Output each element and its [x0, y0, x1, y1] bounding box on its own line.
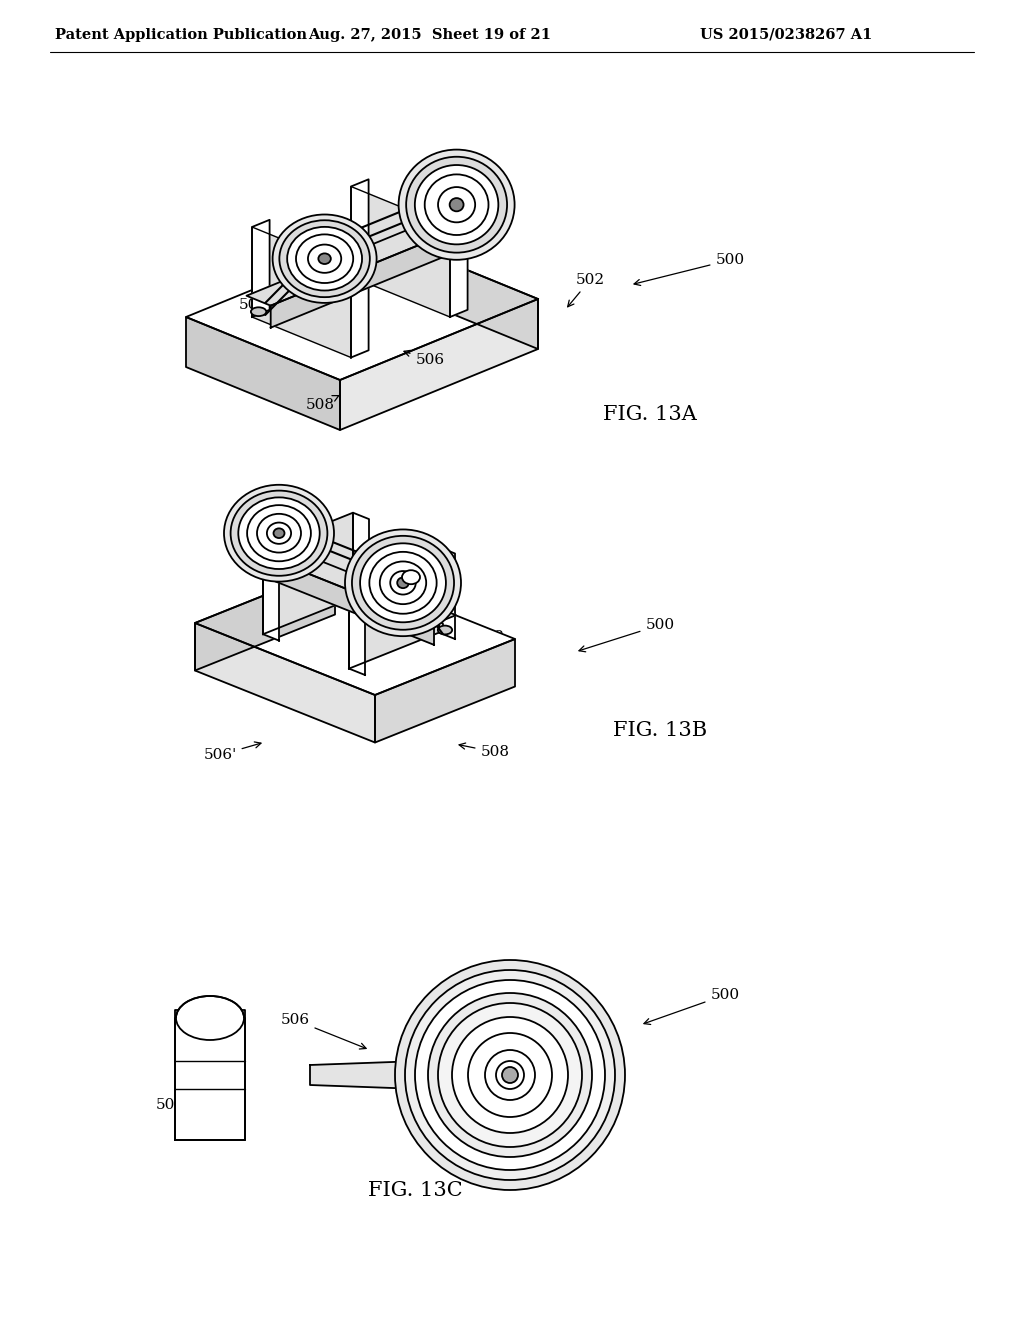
Ellipse shape: [318, 253, 331, 264]
Text: US 2015/0238267 A1: US 2015/0238267 A1: [700, 28, 872, 42]
Polygon shape: [186, 317, 340, 430]
Ellipse shape: [345, 529, 461, 636]
Text: 502: 502: [520, 968, 550, 985]
Ellipse shape: [407, 157, 507, 252]
Text: Patent Application Publication: Patent Application Publication: [55, 28, 307, 42]
Polygon shape: [242, 539, 456, 624]
Circle shape: [502, 1067, 518, 1082]
Text: 506': 506': [204, 742, 261, 762]
Polygon shape: [310, 1061, 420, 1089]
Ellipse shape: [415, 165, 499, 244]
Ellipse shape: [352, 536, 454, 630]
Polygon shape: [340, 300, 538, 430]
Ellipse shape: [280, 220, 370, 297]
Text: FIG. 13C: FIG. 13C: [368, 1180, 462, 1200]
Polygon shape: [195, 568, 335, 671]
Circle shape: [415, 979, 605, 1170]
Ellipse shape: [287, 227, 362, 290]
Text: 508: 508: [305, 395, 340, 412]
Text: 504: 504: [413, 223, 465, 263]
Text: 502: 502: [567, 273, 604, 306]
Polygon shape: [351, 260, 369, 358]
Text: FIG. 13B: FIG. 13B: [613, 721, 707, 739]
Circle shape: [395, 960, 625, 1191]
Ellipse shape: [360, 544, 445, 622]
Ellipse shape: [425, 174, 488, 235]
Polygon shape: [351, 186, 450, 317]
Ellipse shape: [370, 552, 436, 614]
Text: 500: 500: [634, 253, 744, 285]
Polygon shape: [175, 1010, 245, 1140]
Circle shape: [406, 970, 615, 1180]
Polygon shape: [270, 215, 490, 327]
Polygon shape: [353, 512, 369, 605]
Text: Aug. 27, 2015  Sheet 19 of 21: Aug. 27, 2015 Sheet 19 of 21: [308, 28, 552, 42]
Polygon shape: [439, 546, 455, 639]
Circle shape: [452, 1016, 568, 1133]
Ellipse shape: [272, 214, 377, 302]
Ellipse shape: [308, 244, 341, 273]
Polygon shape: [242, 548, 434, 645]
Polygon shape: [252, 220, 269, 317]
Polygon shape: [375, 639, 515, 742]
Circle shape: [438, 1003, 582, 1147]
Polygon shape: [247, 206, 490, 306]
Ellipse shape: [398, 149, 515, 260]
Ellipse shape: [247, 506, 311, 561]
Ellipse shape: [251, 308, 266, 315]
Ellipse shape: [224, 484, 334, 582]
Text: 500: 500: [644, 987, 739, 1024]
Text: 504: 504: [241, 642, 286, 659]
Ellipse shape: [239, 498, 319, 569]
Polygon shape: [450, 220, 468, 317]
Circle shape: [496, 1061, 524, 1089]
Ellipse shape: [390, 572, 416, 594]
Polygon shape: [263, 512, 353, 634]
Text: 506: 506: [403, 350, 444, 367]
Circle shape: [468, 1034, 552, 1117]
Polygon shape: [263, 549, 279, 640]
Ellipse shape: [380, 561, 426, 605]
Ellipse shape: [450, 198, 464, 211]
Ellipse shape: [246, 549, 260, 557]
Ellipse shape: [230, 491, 328, 576]
Polygon shape: [186, 236, 538, 380]
Ellipse shape: [402, 570, 420, 585]
Ellipse shape: [471, 218, 486, 226]
Ellipse shape: [438, 626, 453, 635]
Circle shape: [485, 1049, 535, 1100]
Text: 506: 506: [281, 1012, 367, 1049]
Text: 502: 502: [468, 630, 505, 655]
Ellipse shape: [438, 187, 475, 222]
Ellipse shape: [397, 577, 409, 589]
Polygon shape: [195, 568, 515, 696]
Text: FIG. 13A: FIG. 13A: [603, 405, 697, 425]
Text: 508: 508: [156, 1096, 191, 1111]
Ellipse shape: [257, 513, 301, 553]
Ellipse shape: [273, 528, 285, 539]
Ellipse shape: [267, 523, 291, 544]
Text: 506': 506': [239, 298, 296, 315]
Text: 500: 500: [579, 618, 675, 652]
Ellipse shape: [176, 997, 244, 1040]
Circle shape: [428, 993, 592, 1158]
Polygon shape: [252, 227, 351, 358]
Polygon shape: [349, 546, 439, 669]
Polygon shape: [195, 623, 375, 742]
Polygon shape: [351, 180, 369, 276]
Text: 508: 508: [459, 743, 510, 759]
Polygon shape: [349, 583, 365, 675]
Ellipse shape: [296, 235, 353, 282]
Text: 506: 506: [419, 675, 465, 692]
Polygon shape: [384, 236, 538, 348]
